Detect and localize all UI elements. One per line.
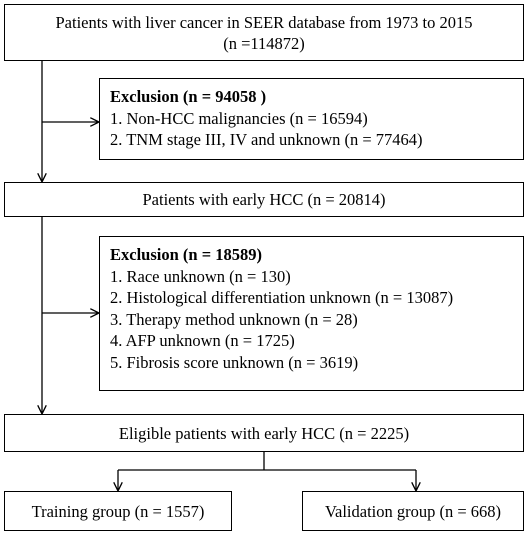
validation-label: Validation group (n = 668) (324, 501, 502, 521)
early-hcc-label: Patients with early HCC (n = 20814) (142, 190, 386, 209)
exclusion1-item: 1. Non-HCC malignancies (n = 16594) (110, 108, 368, 128)
source-box: Patients with liver cancer in SEER datab… (4, 4, 524, 61)
training-box: Training group (n = 1557) (4, 491, 232, 531)
source-line1: Patients with liver cancer in SEER datab… (55, 12, 473, 32)
exclusion2-item: 3. Therapy method unknown (n = 28) (110, 309, 358, 329)
exclusion1-title: Exclusion (n = 94058 ) (110, 87, 267, 106)
exclusion2-item: 1. Race unknown (n = 130) (110, 266, 291, 286)
early-hcc-box: Patients with early HCC (n = 20814) (4, 182, 524, 217)
exclusion2-item: 2. Histological differentiation unknown … (110, 288, 454, 307)
eligible-label: Eligible patients with early HCC (n = 22… (118, 423, 410, 443)
exclusion2-item: 5. Fibrosis score unknown (n = 3619) (110, 352, 359, 372)
exclusion2-item: 4. AFP unknown (n = 1725) (110, 331, 295, 350)
source-line2: (n =114872) (223, 33, 305, 53)
exclusion2-title: Exclusion (n = 18589) (110, 245, 262, 264)
exclusion1-box: Exclusion (n = 94058 ) 1. Non-HCC malign… (99, 78, 524, 160)
validation-box: Validation group (n = 668) (302, 491, 524, 531)
training-label: Training group (n = 1557) (31, 501, 205, 521)
eligible-box: Eligible patients with early HCC (n = 22… (4, 414, 524, 452)
exclusion1-item: 2. TNM stage III, IV and unknown (n = 77… (110, 130, 423, 149)
exclusion2-box: Exclusion (n = 18589) 1. Race unknown (n… (99, 236, 524, 391)
